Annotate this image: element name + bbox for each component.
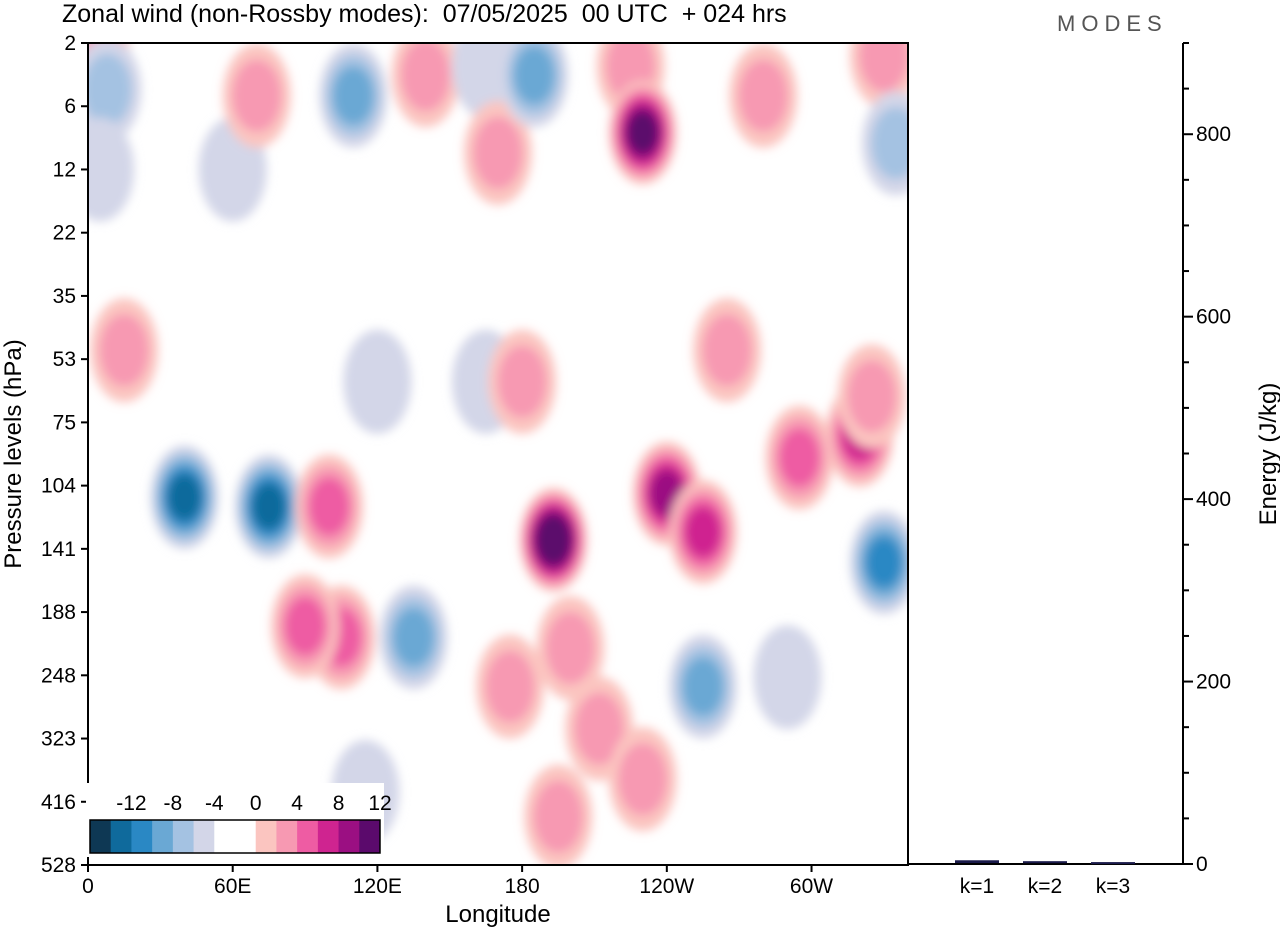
energy-tick-label: 600 bbox=[1196, 306, 1231, 329]
field-contour bbox=[682, 657, 724, 716]
colorbar-label: 4 bbox=[291, 792, 303, 815]
plot-frame bbox=[87, 42, 909, 866]
field-contour bbox=[865, 537, 902, 588]
colorbar: -12 -8 -4 0 4 8 12 bbox=[86, 783, 392, 857]
energy-bar-label: k=1 bbox=[960, 875, 994, 898]
field-contour bbox=[284, 597, 326, 656]
field-contour bbox=[702, 314, 752, 387]
modes-logo: MODES bbox=[1057, 11, 1168, 36]
field-contour bbox=[859, 43, 908, 92]
colorbar-swatch bbox=[152, 820, 174, 853]
pressure-tick-label: 323 bbox=[41, 728, 76, 751]
field-contour bbox=[485, 650, 535, 723]
colorbar-swatch bbox=[276, 820, 298, 853]
pressure-tick-label: 141 bbox=[41, 538, 76, 561]
field-contour bbox=[574, 692, 624, 765]
y-axis-label: Pressure levels (hPa) bbox=[0, 339, 27, 568]
energy-tick-label: 0 bbox=[1196, 853, 1208, 876]
energy-bars: k=1 k=2 k=3 bbox=[955, 860, 1135, 898]
pressure-tick-label: 416 bbox=[41, 791, 76, 814]
colorbar-swatch bbox=[317, 820, 340, 853]
longitude-tick-label: 120E bbox=[353, 875, 402, 898]
field-contour bbox=[871, 107, 908, 180]
field-contour bbox=[401, 43, 451, 112]
colorbar-frame bbox=[89, 819, 381, 854]
colorbar-swatch bbox=[338, 820, 360, 853]
field-contour bbox=[618, 743, 668, 816]
colorbar-label: -8 bbox=[164, 792, 183, 815]
pressure-tick-label: 188 bbox=[41, 601, 76, 624]
field-contour bbox=[779, 428, 820, 487]
pressure-tick-label: 12 bbox=[53, 158, 76, 181]
colorbar-swatch bbox=[235, 820, 257, 853]
energy-tick-label: 200 bbox=[1196, 671, 1231, 694]
field-contour bbox=[167, 474, 202, 521]
field-contour bbox=[533, 780, 583, 853]
pressure-axis: 2 6 12 22 35 53 75 104 141 188 248 323 416 528 bbox=[41, 32, 88, 877]
energy-bar bbox=[955, 860, 999, 863]
pressure-tick-label: 22 bbox=[53, 222, 76, 245]
colorbar-swatch bbox=[110, 820, 132, 853]
colorbar-swatch bbox=[131, 820, 153, 853]
longitude-tick-label: 0 bbox=[82, 875, 94, 898]
energy-bar-label: k=3 bbox=[1096, 875, 1130, 898]
x-axis-label: Longitude bbox=[445, 901, 550, 928]
pressure-tick-label: 104 bbox=[41, 475, 76, 498]
pressure-tick-label: 6 bbox=[64, 95, 76, 118]
energy-axis-label: Energy (J/kg) bbox=[1255, 383, 1280, 526]
field-contour bbox=[738, 59, 788, 132]
field-contour bbox=[473, 116, 523, 189]
pressure-tick-label: 35 bbox=[53, 285, 76, 308]
field-contour bbox=[847, 360, 897, 433]
colorbar-swatch bbox=[255, 820, 277, 853]
field-contour bbox=[627, 111, 659, 154]
colorbar-swatch bbox=[214, 820, 236, 853]
colorbar-swatch bbox=[359, 820, 381, 853]
field-contour bbox=[753, 625, 822, 730]
colorbar-label: 12 bbox=[368, 792, 391, 815]
colorbar-label: 8 bbox=[333, 792, 345, 815]
colorbar-label: -12 bbox=[116, 792, 146, 815]
colorbar-label: -4 bbox=[205, 792, 224, 815]
pressure-tick-label: 248 bbox=[41, 664, 76, 687]
field-contour bbox=[88, 53, 132, 126]
energy-bar bbox=[1023, 861, 1067, 864]
colorbar-swatch bbox=[172, 820, 195, 853]
colorbar-swatch bbox=[297, 820, 319, 853]
field-contour bbox=[393, 608, 434, 667]
field-contour bbox=[513, 46, 555, 105]
field-contour bbox=[685, 506, 721, 558]
longitude-axis: 0 60E 120E 180 120W 60W bbox=[82, 865, 833, 898]
pressure-tick-label: 2 bbox=[64, 32, 76, 55]
field-contour bbox=[538, 519, 569, 560]
colorbar-swatch bbox=[90, 820, 112, 853]
wind-field bbox=[88, 43, 908, 865]
pressure-tick-label: 75 bbox=[53, 411, 76, 434]
energy-tick-label: 800 bbox=[1196, 123, 1231, 146]
chart-title: Zonal wind (non-Rossby modes): 07/05/202… bbox=[62, 0, 787, 28]
field-contour bbox=[343, 329, 412, 434]
energy-axis: 0 200 400 600 800 bbox=[1183, 42, 1231, 876]
energy-bar bbox=[1091, 862, 1135, 865]
longitude-tick-label: 120W bbox=[639, 875, 694, 898]
field-contour bbox=[88, 117, 135, 222]
field-contour bbox=[99, 314, 149, 387]
pressure-tick-label: 528 bbox=[41, 854, 76, 877]
field-contour bbox=[497, 345, 547, 418]
energy-tick-label: 400 bbox=[1196, 488, 1231, 511]
field-contour bbox=[252, 483, 286, 530]
colorbar-swatch bbox=[193, 820, 215, 853]
longitude-tick-label: 180 bbox=[505, 875, 540, 898]
field-contour bbox=[545, 611, 595, 684]
field-contour bbox=[333, 66, 374, 125]
longitude-tick-label: 60E bbox=[214, 875, 251, 898]
colorbar-label: 0 bbox=[250, 792, 262, 815]
energy-bar-label: k=2 bbox=[1028, 875, 1062, 898]
field-contour bbox=[232, 59, 282, 132]
field-contour bbox=[308, 477, 350, 536]
longitude-tick-label: 60W bbox=[790, 875, 833, 898]
pressure-tick-label: 53 bbox=[53, 348, 76, 371]
